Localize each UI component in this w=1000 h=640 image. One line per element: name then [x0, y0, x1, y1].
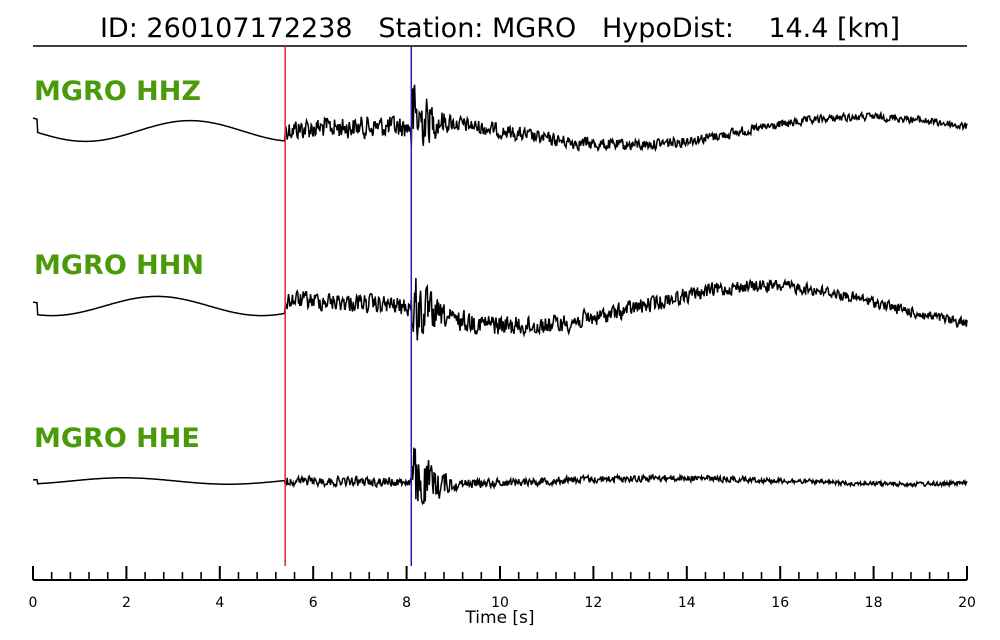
x-tick-label: 0 — [29, 595, 38, 611]
x-tick-label: 12 — [584, 595, 602, 611]
title-id-value: 260107172238 — [146, 13, 352, 44]
picks-group — [284, 46, 413, 566]
traces-group — [32, 84, 968, 506]
x-axis-label: Time [s] — [464, 608, 534, 628]
title-id-label: ID: — [100, 13, 138, 44]
x-tick-label: 6 — [309, 595, 318, 611]
title-station-value: MGRO — [492, 13, 576, 44]
x-tick-label: 20 — [958, 595, 976, 611]
trace-hhn — [32, 277, 968, 341]
title-dist-label: HypoDist: — [602, 13, 734, 44]
x-tick-label: 8 — [402, 595, 411, 611]
x-tick-label: 10 — [491, 595, 509, 611]
plot-title: ID: 260107172238 Station: MGRO HypoDist:… — [100, 13, 900, 44]
x-tick-label: 16 — [771, 595, 789, 611]
x-tick-label: 18 — [865, 595, 883, 611]
title-station-label: Station: — [378, 13, 483, 44]
channel-label-hhe: MGRO HHE — [34, 423, 200, 454]
trace-hhe — [33, 447, 968, 506]
x-tick-label: 2 — [122, 595, 131, 611]
x-tick-label: 4 — [215, 595, 224, 611]
trace-hhz — [32, 84, 968, 153]
title-dist-value: 14.4 [km] — [768, 13, 900, 44]
x-tick-label: 14 — [678, 595, 696, 611]
time-axis: 0 2 4 6 8 10 12 14 16 18 20 — [29, 566, 976, 611]
channel-label-hhz: MGRO HHZ — [34, 76, 201, 107]
channel-label-hhn: MGRO HHN — [34, 250, 204, 281]
